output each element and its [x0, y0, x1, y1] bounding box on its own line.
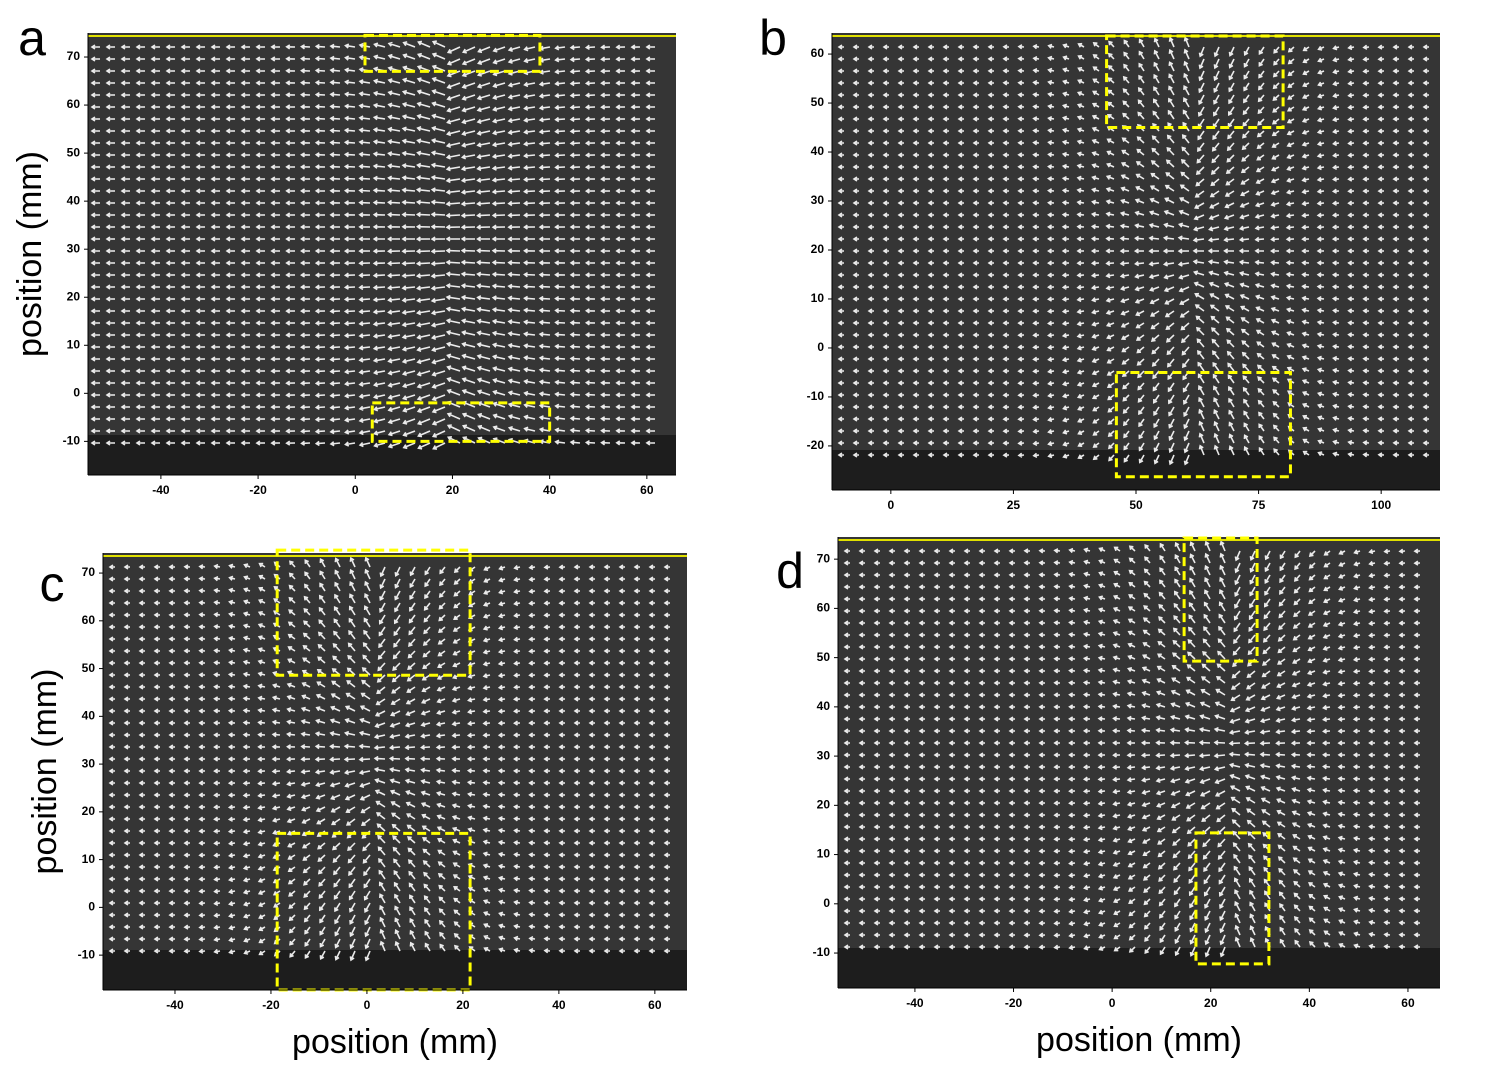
y-axis-label: position (mm) — [26, 669, 64, 875]
y-tick-label: 70 — [67, 49, 81, 63]
x-tick-label: 100 — [1371, 498, 1391, 512]
x-tick-label: 20 — [446, 483, 460, 497]
y-tick-label: 40 — [817, 699, 831, 713]
panel-letter: a — [18, 10, 46, 66]
x-tick-label: 60 — [640, 483, 654, 497]
floor-shadow — [103, 950, 687, 990]
x-tick-label: -20 — [249, 483, 267, 497]
x-tick-label: 40 — [543, 483, 557, 497]
y-tick-label: -10 — [807, 389, 825, 403]
magnet-region — [1194, 831, 1271, 966]
y-tick-label: 50 — [82, 661, 96, 675]
plot-background — [88, 33, 676, 475]
y-tick-label: 0 — [73, 385, 80, 399]
y-tick-label: 30 — [811, 193, 825, 207]
magnet-region — [275, 831, 472, 992]
plot-background — [838, 537, 1440, 988]
y-tick-label: 10 — [817, 847, 831, 861]
y-tick-label: -20 — [807, 438, 825, 452]
x-tick-label: 0 — [352, 483, 359, 497]
flow-arrows — [108, 556, 670, 962]
y-tick-label: 30 — [67, 241, 81, 255]
x-tick-label: 25 — [1007, 498, 1021, 512]
y-tick-label: 40 — [811, 144, 825, 158]
flow-arrows — [843, 540, 1421, 958]
y-tick-label: 0 — [823, 896, 830, 910]
x-axis-label: position (mm) — [1036, 1021, 1242, 1059]
magnet-region — [275, 548, 472, 677]
y-tick-label: 20 — [817, 798, 831, 812]
x-tick-label: -40 — [166, 998, 184, 1012]
y-tick-label: 70 — [817, 551, 831, 565]
x-tick-label: -40 — [906, 996, 924, 1010]
x-tick-label: -40 — [152, 483, 170, 497]
y-tick-label: -10 — [813, 945, 831, 959]
plot-background — [103, 553, 687, 990]
x-tick-label: 20 — [456, 998, 470, 1012]
y-tick-label: 70 — [82, 565, 96, 579]
panel-letter: c — [40, 556, 65, 612]
y-tick-label: 10 — [811, 291, 825, 305]
y-tick-label: 10 — [82, 852, 96, 866]
x-tick-label: -20 — [262, 998, 280, 1012]
magnet-region — [1182, 536, 1259, 663]
x-tick-label: 20 — [1204, 996, 1218, 1010]
y-tick-label: 30 — [817, 748, 831, 762]
y-tick-label: 20 — [67, 289, 81, 303]
panel-letter: b — [759, 10, 787, 66]
x-tick-label: 40 — [1303, 996, 1317, 1010]
x-tick-label: 60 — [648, 998, 662, 1012]
y-tick-label: 20 — [811, 242, 825, 256]
x-tick-label: 0 — [1109, 996, 1116, 1010]
y-tick-label: -10 — [63, 434, 81, 448]
y-axis-label: position (mm) — [11, 151, 49, 357]
x-tick-label: 75 — [1252, 498, 1266, 512]
x-tick-label: 50 — [1129, 498, 1143, 512]
y-tick-label: 10 — [67, 337, 81, 351]
y-tick-label: 40 — [67, 193, 81, 207]
x-axis-label: position (mm) — [292, 1023, 498, 1061]
magnet-region — [370, 401, 552, 443]
x-tick-label: -20 — [1005, 996, 1023, 1010]
x-tick-label: 60 — [1401, 996, 1415, 1010]
x-tick-label: 0 — [364, 998, 371, 1012]
y-tick-label: 20 — [82, 804, 96, 818]
y-tick-label: 60 — [82, 613, 96, 627]
panel-letter: d — [776, 543, 804, 599]
flow-arrows — [90, 40, 656, 450]
y-tick-label: 60 — [817, 601, 831, 615]
magnet-region — [1114, 370, 1292, 479]
y-tick-label: 50 — [811, 95, 825, 109]
magnet-region — [363, 33, 542, 73]
floor-shadow — [832, 450, 1440, 490]
y-tick-label: 0 — [817, 340, 824, 354]
plot-background — [832, 33, 1440, 490]
x-tick-label: 0 — [887, 498, 894, 512]
y-tick-label: 40 — [82, 709, 96, 723]
flow-arrows — [837, 36, 1429, 466]
y-tick-label: -10 — [78, 947, 96, 961]
y-tick-label: 50 — [67, 145, 81, 159]
y-tick-label: 30 — [82, 756, 96, 770]
floor-shadow — [838, 948, 1440, 988]
y-tick-label: 0 — [88, 900, 95, 914]
x-tick-label: 40 — [552, 998, 566, 1012]
y-tick-label: 50 — [817, 650, 831, 664]
y-tick-label: 60 — [67, 97, 81, 111]
y-tick-label: 60 — [811, 46, 825, 60]
magnet-region — [1105, 34, 1285, 130]
